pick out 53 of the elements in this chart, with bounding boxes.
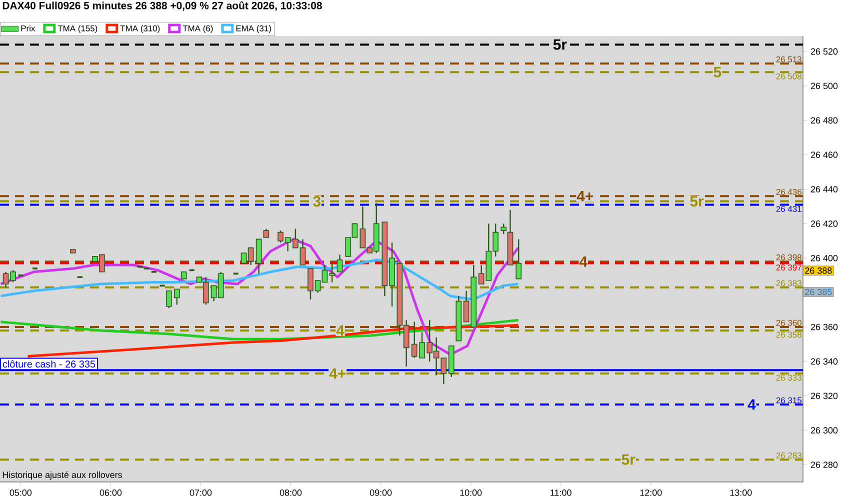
- ref-line-label: 26 397: [776, 264, 802, 270]
- x-tick-label: 09:00: [370, 490, 392, 496]
- ref-line-label: 26 398: [776, 254, 802, 260]
- ref-line-label: 26 508: [776, 73, 802, 80]
- annotation: Historique ajusté aux rollovers: [2, 471, 122, 480]
- ref-line-label: 26 360: [776, 320, 802, 326]
- text: 26 385: [805, 288, 832, 296]
- annotation: 4: [336, 325, 344, 336]
- x-tick-label: 08:00: [280, 490, 302, 496]
- y-tick-label: 26 300: [810, 427, 838, 434]
- annotation: 4: [579, 256, 588, 267]
- annotation: 4+: [329, 368, 346, 379]
- annotation: 4: [748, 399, 756, 410]
- ref-line-label: 26 333: [776, 374, 802, 381]
- legend-label: TMA (6): [182, 25, 213, 34]
- x-tick-label: 10:00: [460, 490, 482, 496]
- chart-title: DAX40 Full0926 5 minutes 26 388 +0,09 % 27 août 2026, 10:33:08: [2, 1, 322, 11]
- ref-line-label: clôture cash - 26 335: [2, 360, 96, 368]
- legend-label: EMA (31): [236, 25, 271, 34]
- text: 26 388: [805, 267, 832, 274]
- legend-label: TMA (155): [58, 25, 98, 34]
- y-tick-label: 26 520: [810, 48, 838, 55]
- y-tick-label: 26 340: [810, 358, 838, 365]
- annotation: 3: [313, 196, 320, 207]
- annotation: 5r: [690, 196, 704, 207]
- x-tick-label: 05:00: [10, 490, 32, 496]
- x-tick-label: 13:00: [730, 490, 752, 496]
- annotation: 5r: [622, 454, 636, 465]
- legend-label: TMA (310): [120, 25, 160, 34]
- x-tick-label: 06:00: [100, 490, 122, 496]
- x-tick-label: 07:00: [190, 490, 212, 496]
- x-tick-label: 12:00: [640, 490, 662, 496]
- y-tick-label: 26 400: [810, 254, 838, 262]
- y-tick-label: 26 360: [810, 324, 838, 330]
- y-tick-label: 26 280: [810, 462, 838, 468]
- ref-line-label: 26 436: [776, 188, 802, 195]
- y-tick-label: 26 500: [810, 82, 838, 90]
- y-tick-label: 26 420: [810, 220, 838, 227]
- ref-line-label: 26 283: [776, 452, 802, 458]
- ref-line-label: 26 358: [776, 332, 802, 338]
- ref-line-label: 26 315: [776, 397, 802, 404]
- annotation: 4+: [576, 191, 594, 202]
- y-tick-label: 26 480: [810, 117, 838, 124]
- ref-line-label: 26 383: [776, 280, 802, 286]
- annotation: 5r: [553, 39, 567, 50]
- ref-line-label: 26 431: [776, 206, 802, 212]
- x-tick-label: 11:00: [550, 490, 572, 496]
- ref-line-label: 26 513: [776, 56, 802, 62]
- annotation: 5: [714, 66, 722, 78]
- y-tick-label: 26 460: [810, 152, 838, 158]
- legend-label: Prix: [21, 25, 36, 32]
- y-tick-label: 26 320: [810, 392, 838, 400]
- y-tick-label: 26 440: [810, 186, 838, 192]
